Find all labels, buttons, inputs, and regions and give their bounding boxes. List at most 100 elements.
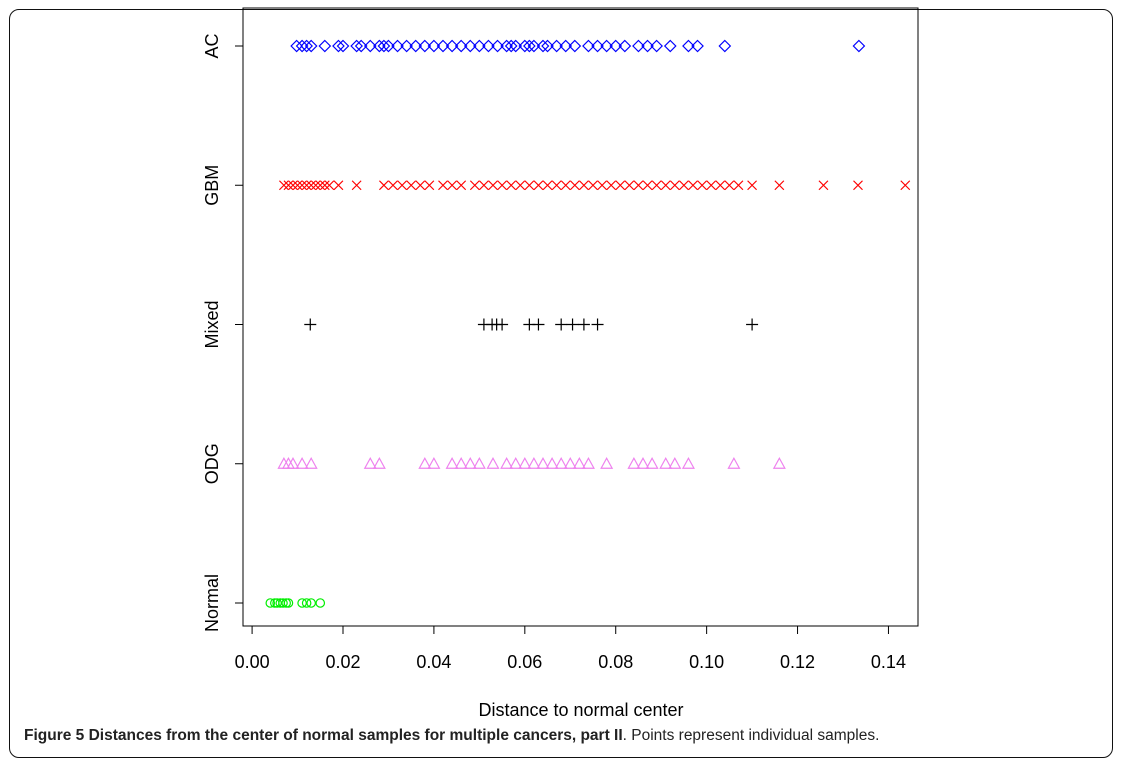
figure-caption: Figure 5 Distances from the center of no… — [24, 727, 1104, 745]
data-point-odg — [445, 457, 459, 469]
data-point-ac — [500, 39, 513, 53]
data-point-mixed — [496, 318, 509, 331]
x-tick-label: 0.14 — [871, 652, 906, 672]
data-point-gbm — [406, 180, 417, 191]
data-point-gbm — [724, 180, 735, 191]
data-point-odg — [363, 457, 377, 469]
data-point-gbm — [456, 180, 467, 191]
data-point-normal — [283, 598, 294, 608]
data-point-gbm — [292, 180, 303, 191]
data-point-gbm — [447, 180, 458, 191]
x-tick-label: 0.12 — [780, 652, 815, 672]
data-point-ac — [559, 39, 573, 53]
y-tick-label: GBM — [202, 165, 222, 206]
data-point-gbm — [524, 180, 535, 191]
caption-title: Distances from the center of normal samp… — [88, 727, 623, 744]
data-point-gbm — [818, 180, 829, 191]
data-point-ac — [445, 39, 459, 53]
data-point-normal — [306, 598, 316, 608]
data-point-ac — [682, 39, 695, 53]
data-point-normal — [265, 598, 276, 608]
data-point-ac — [304, 39, 318, 53]
data-point-odg — [645, 457, 659, 469]
data-point-odg — [627, 457, 641, 469]
data-point-gbm — [606, 180, 617, 191]
data-point-gbm — [488, 180, 498, 191]
data-point-gbm — [288, 180, 298, 191]
data-point-odg — [518, 457, 532, 469]
data-point-gbm — [688, 180, 698, 191]
data-point-ac — [482, 39, 495, 53]
data-point-gbm — [515, 180, 526, 191]
data-point-ac — [290, 39, 303, 53]
data-point-odg — [509, 457, 523, 469]
data-point-ac — [523, 39, 536, 53]
data-point-gbm — [306, 180, 317, 191]
data-point-ac — [363, 39, 377, 53]
data-point-odg — [427, 457, 441, 469]
data-point-mixed — [566, 318, 579, 331]
data-point-gbm — [310, 180, 321, 191]
data-point-gbm — [733, 180, 744, 191]
data-point-ac — [641, 39, 654, 53]
data-point-ac — [527, 39, 541, 53]
data-point-odg — [581, 457, 595, 469]
data-point-ac — [332, 39, 345, 53]
data-point-mixed — [555, 318, 568, 331]
data-point-gbm — [642, 180, 653, 191]
data-point-gbm — [569, 180, 580, 191]
data-point-gbm — [533, 180, 544, 191]
data-point-ac — [504, 39, 518, 53]
y-tick-label: Normal — [202, 574, 222, 632]
data-point-gbm — [278, 180, 289, 191]
data-point-ac — [536, 39, 550, 53]
data-point-ac — [463, 39, 477, 53]
x-tick-label: 0.04 — [416, 652, 451, 672]
data-point-odg — [681, 457, 695, 469]
data-point-mixed — [746, 318, 759, 331]
data-point-ac — [336, 39, 350, 53]
data-point-gbm — [333, 180, 344, 191]
data-point-gbm — [597, 180, 608, 191]
y-tick-label: Mixed — [202, 300, 222, 348]
data-point-odg — [500, 457, 514, 469]
data-point-mixed — [532, 318, 545, 331]
data-point-odg — [772, 457, 786, 469]
data-point-ac — [491, 39, 504, 53]
data-point-gbm — [774, 180, 785, 191]
x-tick-label: 0.06 — [507, 652, 542, 672]
data-point-gbm — [900, 180, 911, 191]
data-point-ac — [600, 39, 613, 53]
data-point-gbm — [624, 180, 635, 191]
data-point-gbm — [297, 180, 308, 191]
data-point-ac — [550, 39, 563, 53]
data-point-ac — [373, 39, 386, 53]
data-point-gbm — [853, 180, 863, 191]
data-point-gbm — [651, 180, 662, 191]
x-tick-label: 0.08 — [598, 652, 633, 672]
data-point-gbm — [588, 180, 598, 191]
data-point-gbm — [615, 180, 626, 191]
data-point-ac — [473, 39, 486, 53]
data-point-mixed — [304, 318, 317, 331]
data-point-gbm — [315, 180, 326, 191]
data-point-odg — [727, 457, 741, 469]
data-point-ac — [436, 39, 450, 53]
data-point-odg — [659, 457, 673, 469]
data-point-ac — [377, 39, 391, 53]
data-point-ac — [350, 39, 363, 53]
data-point-normal — [278, 598, 288, 608]
data-points — [265, 39, 911, 608]
data-point-gbm — [560, 180, 571, 191]
data-point-gbm — [283, 180, 294, 191]
data-point-ac — [609, 39, 623, 53]
data-point-gbm — [633, 180, 644, 191]
data-point-ac — [691, 39, 704, 53]
data-point-ac — [618, 39, 632, 53]
data-point-odg — [295, 457, 309, 469]
data-point-gbm — [669, 180, 680, 191]
x-tick-label: 0.00 — [235, 652, 270, 672]
data-point-odg — [372, 457, 386, 469]
data-point-ac — [582, 39, 595, 53]
data-point-odg — [463, 457, 477, 469]
